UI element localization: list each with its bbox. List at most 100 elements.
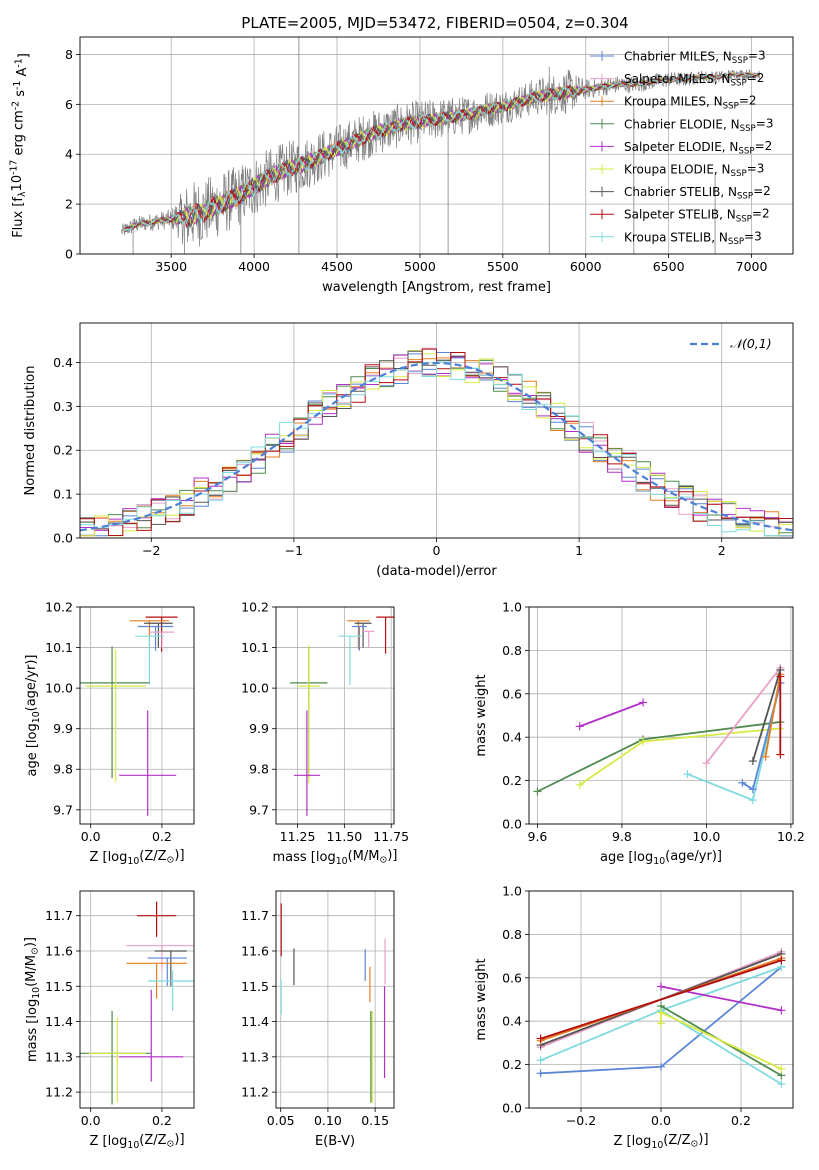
- plot-area: [280, 903, 386, 1103]
- x-tick-label: −0.2: [566, 1113, 596, 1128]
- mass-vs-metallicity-panel: 0.0 0.2 11.2 11.3 11.4 11.5 11.6 11.7 Z [log10​(…: [23, 890, 195, 1151]
- y-tick-label: 11.4: [45, 1014, 73, 1029]
- y-tick-label: 10.1: [45, 640, 73, 655]
- text-span: (M/: [348, 849, 369, 864]
- text-span: Normed distribution: [23, 366, 38, 496]
- residuals-panel: −2 −1 0 1 2 0.0 0.1 0.2 0.3 0.4 𝒩(0,1) (data-model)…: [23, 322, 794, 579]
- errorbar-point: [376, 616, 394, 654]
- text-span: Z: [158, 849, 167, 864]
- x-tick-label: 0.2: [152, 1113, 172, 1128]
- x-tick-label: 6500: [653, 259, 685, 274]
- text-span: )]: [698, 1132, 708, 1147]
- errorbar-point: [119, 989, 184, 1082]
- weight-line-kroupa-stelib: [687, 682, 782, 802]
- x-tick-label: 0: [433, 543, 441, 558]
- mass-vs-ebv-panel: 0.05 0.10 0.15 11.2 11.3 11.4 11.5 11.6 11.7 E(B-…: [241, 890, 395, 1149]
- y-tick-label: 11.3: [45, 1049, 73, 1064]
- text-span: log: [108, 1134, 128, 1149]
- weight-line-chabrier-stelib: [752, 669, 782, 762]
- x-axis-label: Z [log10​(Z/Z⊙​)]: [89, 1132, 184, 1151]
- x-tick-label: 0.2: [731, 1113, 751, 1128]
- text-span: )]: [174, 1132, 184, 1147]
- errorbar-point: [149, 631, 175, 649]
- text-span: SSP: [736, 214, 752, 224]
- y-tick-label: 0.2: [502, 1057, 522, 1072]
- errorbar-point: [338, 635, 362, 685]
- axes-frame: [275, 890, 395, 1109]
- x-tick-label: 10.0: [692, 829, 720, 844]
- model-line-chabrier-stelib: [123, 72, 761, 231]
- text-span: =3: [748, 48, 766, 62]
- errorbar-point: [147, 970, 194, 1011]
- grid-lines: [276, 891, 394, 1108]
- errorbar-point: [137, 625, 174, 651]
- y-tick-label: 9.8: [53, 762, 73, 777]
- x-tick-label: −1: [285, 543, 303, 558]
- text-span: 10: [127, 856, 139, 867]
- text-span: =2: [739, 94, 757, 108]
- text-span: s: [13, 90, 28, 101]
- text-span: (data-model)/error: [376, 564, 497, 579]
- text-span: log: [25, 723, 40, 743]
- x-tick-label: 11.75: [373, 829, 409, 844]
- errorbar-point: [297, 645, 321, 784]
- y-tick-label: 0.0: [502, 817, 522, 832]
- legend-label: Salpeter STELIB, NSSP​=2: [624, 207, 770, 225]
- x-axis-label: age [log10​(age/yr)]: [600, 849, 722, 867]
- y-tick-label: 4: [65, 147, 73, 162]
- axes-frame: [79, 322, 794, 539]
- text-span: SSP: [723, 101, 739, 111]
- legend-label: 𝒩(0,1): [730, 336, 772, 351]
- text-span: Chabrier ELODIE, N: [624, 117, 740, 131]
- text-span: 10: [653, 856, 665, 867]
- text-span: (Z/: [139, 849, 158, 864]
- y-tick-label: 0.0: [53, 531, 73, 546]
- text-span: Kroupa MILES, N: [624, 95, 723, 109]
- plot-area: [80, 347, 793, 537]
- axes-frame: [528, 606, 794, 825]
- x-tick-label: 0.0: [81, 829, 101, 844]
- text-span: log: [632, 1134, 652, 1149]
- y-tick-label: 9.7: [249, 802, 269, 817]
- x-tick-label: 0.0: [651, 1113, 671, 1128]
- weight-line-salpeter-elodie: [579, 701, 644, 728]
- histogram-salpeter-stelib: [80, 348, 793, 536]
- legend-label: Kroupa MILES, NSSP​=2: [624, 94, 757, 112]
- x-tick-label: 6000: [570, 259, 602, 274]
- text-span: M: [24, 955, 39, 966]
- text-span: λ: [17, 191, 28, 197]
- x-tick-label: 2: [718, 543, 726, 558]
- y-tick-label: 11.6: [45, 943, 73, 958]
- figure-title: PLATE=2005, MJD=53472, FIBERID=0504, z=0…: [241, 14, 628, 32]
- y-tick-label: 11.6: [241, 943, 269, 958]
- spectrum-panel: 3500 4000 4500 5000 5500 6000 6500 7000 0 2 4 6 8 Cha…: [9, 36, 794, 295]
- errorbar-point: [85, 649, 146, 782]
- x-tick-label: 5500: [487, 259, 519, 274]
- text-span: A: [15, 68, 30, 81]
- weight-line-salpeter-miles: [705, 667, 782, 764]
- text-span: =2: [747, 71, 765, 85]
- errorbar-point: [137, 901, 177, 937]
- x-axis-label: mass [log10​(M/M⊙​)]: [273, 848, 398, 867]
- grid-lines: [276, 606, 394, 824]
- text-span: Z [: [613, 1134, 631, 1149]
- age-vs-metallicity-panel: 0.0 0.2 9.7 9.8 9.9 10.0 10.1 10.2 Z [log10​(Z/Z…: [24, 600, 195, 867]
- y-tick-label: 10.0: [45, 681, 73, 696]
- text-span: =3: [747, 161, 765, 175]
- text-span: E(B-V): [315, 1134, 355, 1149]
- normal-reference-curve: [80, 361, 793, 532]
- plot-area: [290, 616, 394, 816]
- text-span: mass weight: [474, 958, 489, 1040]
- text-span: ⊙: [691, 1139, 699, 1150]
- legend-label: Kroupa ELODIE, NSSP​=3: [624, 161, 764, 179]
- y-tick-label: 0.4: [502, 1014, 522, 1029]
- text-span: )]: [23, 937, 38, 947]
- text-span: 10: [31, 711, 42, 723]
- text-span: mass [: [25, 1019, 40, 1062]
- y-axis-label: mass weight: [474, 958, 489, 1040]
- y-tick-label: 11.5: [45, 979, 73, 994]
- x-tick-label: 1: [575, 543, 583, 558]
- y-axis-label: Flux [fλ​10-17​ erg cm-2​ s-1​ A-1​]: [9, 53, 32, 238]
- y-tick-label: 0.8: [502, 643, 522, 658]
- y-tick-label: 0.8: [502, 927, 522, 942]
